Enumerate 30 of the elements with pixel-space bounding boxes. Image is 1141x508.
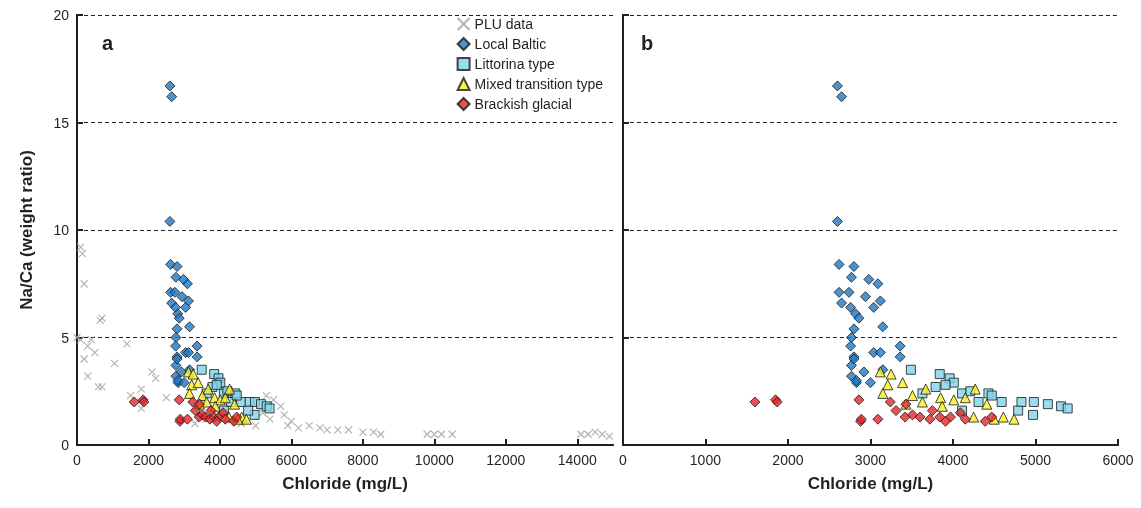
- x-axis-title: Chloride (mg/L): [807, 474, 934, 493]
- legend-label: Local Baltic: [474, 36, 547, 52]
- legend-label: Brackish glacial: [474, 96, 572, 112]
- x-tick-label: 5000: [1019, 452, 1052, 468]
- x-tick-label: 2000: [772, 452, 804, 468]
- legend-label: Littorina type: [474, 56, 555, 72]
- text: b: [641, 32, 654, 54]
- y-tick-label: 15: [53, 114, 70, 131]
- y-tick-label: 0: [61, 437, 70, 453]
- x-tick-label: 3000: [854, 452, 887, 468]
- x-tick-label: 12000: [486, 452, 526, 468]
- x-tick-label: 6000: [275, 452, 308, 468]
- x-tick-label: 6000: [1102, 452, 1134, 468]
- y-tick-label: 10: [53, 222, 70, 238]
- legend-label: Mixed transition type: [474, 76, 604, 92]
- x-tick-label: 8000: [347, 452, 379, 468]
- y-tick-label: 5: [61, 329, 70, 346]
- x-tick-label: 10000: [414, 452, 455, 468]
- x-tick-label: 0: [73, 452, 82, 468]
- legend-label: PLU data: [474, 16, 534, 32]
- x-tick-label: 4000: [937, 452, 969, 468]
- x-axis-title: Chloride (mg/L): [282, 474, 408, 493]
- x-tick-label: 2000: [132, 452, 165, 468]
- y-tick-label: 20: [53, 7, 70, 23]
- x-tick-label: 0: [618, 452, 627, 468]
- x-tick-label: 1000: [689, 452, 722, 468]
- x-tick-label: 14000: [557, 452, 597, 468]
- y-axis-title: Na/Ca (weight ratio): [17, 150, 36, 310]
- text: a: [102, 32, 114, 54]
- x-tick-label: 4000: [204, 452, 236, 468]
